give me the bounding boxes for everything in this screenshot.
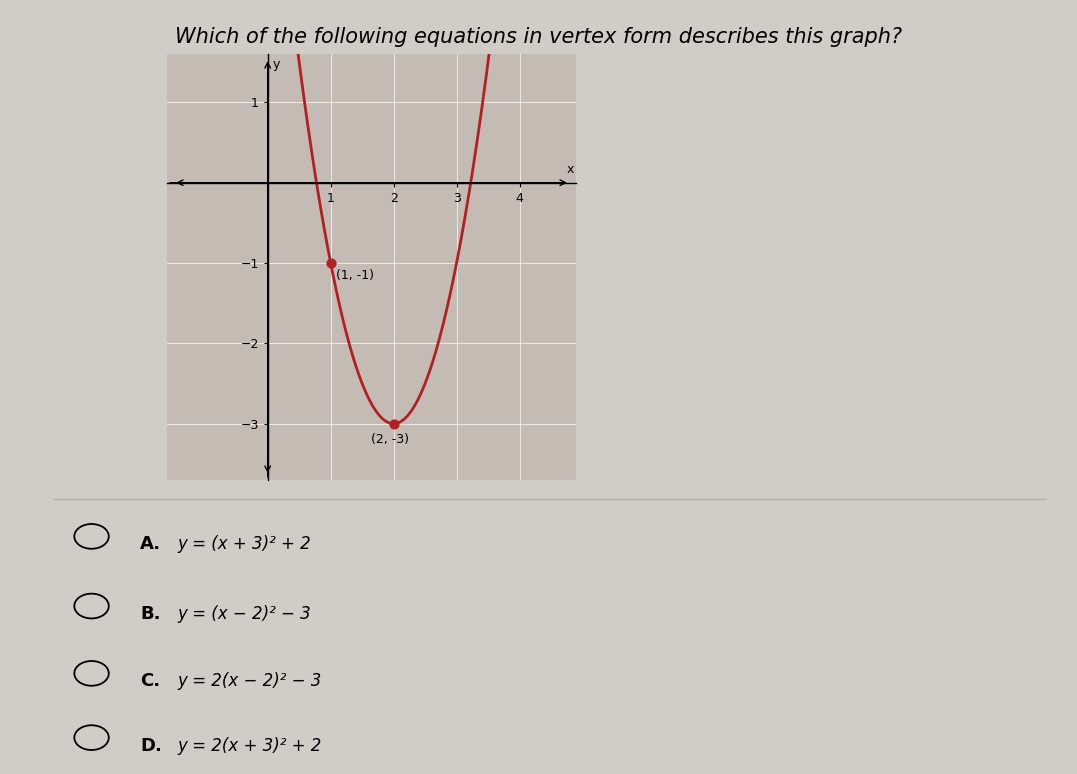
Text: C.: C.: [140, 673, 160, 690]
Text: y = (x − 2)² − 3: y = (x − 2)² − 3: [178, 605, 311, 623]
Text: (2, -3): (2, -3): [372, 433, 409, 447]
Text: y = (x + 3)² + 2: y = (x + 3)² + 2: [178, 536, 311, 553]
Text: B.: B.: [140, 605, 160, 623]
Text: (1, -1): (1, -1): [336, 269, 374, 283]
Text: y = 2(x + 3)² + 2: y = 2(x + 3)² + 2: [178, 737, 322, 755]
Point: [384, 417, 402, 430]
Text: Which of the following equations in vertex form describes this graph?: Which of the following equations in vert…: [174, 27, 903, 47]
Text: x: x: [567, 163, 574, 176]
Point: [322, 257, 339, 269]
Text: y = 2(x − 2)² − 3: y = 2(x − 2)² − 3: [178, 673, 322, 690]
Text: D.: D.: [140, 737, 162, 755]
Text: y: y: [272, 58, 280, 71]
Text: A.: A.: [140, 536, 162, 553]
